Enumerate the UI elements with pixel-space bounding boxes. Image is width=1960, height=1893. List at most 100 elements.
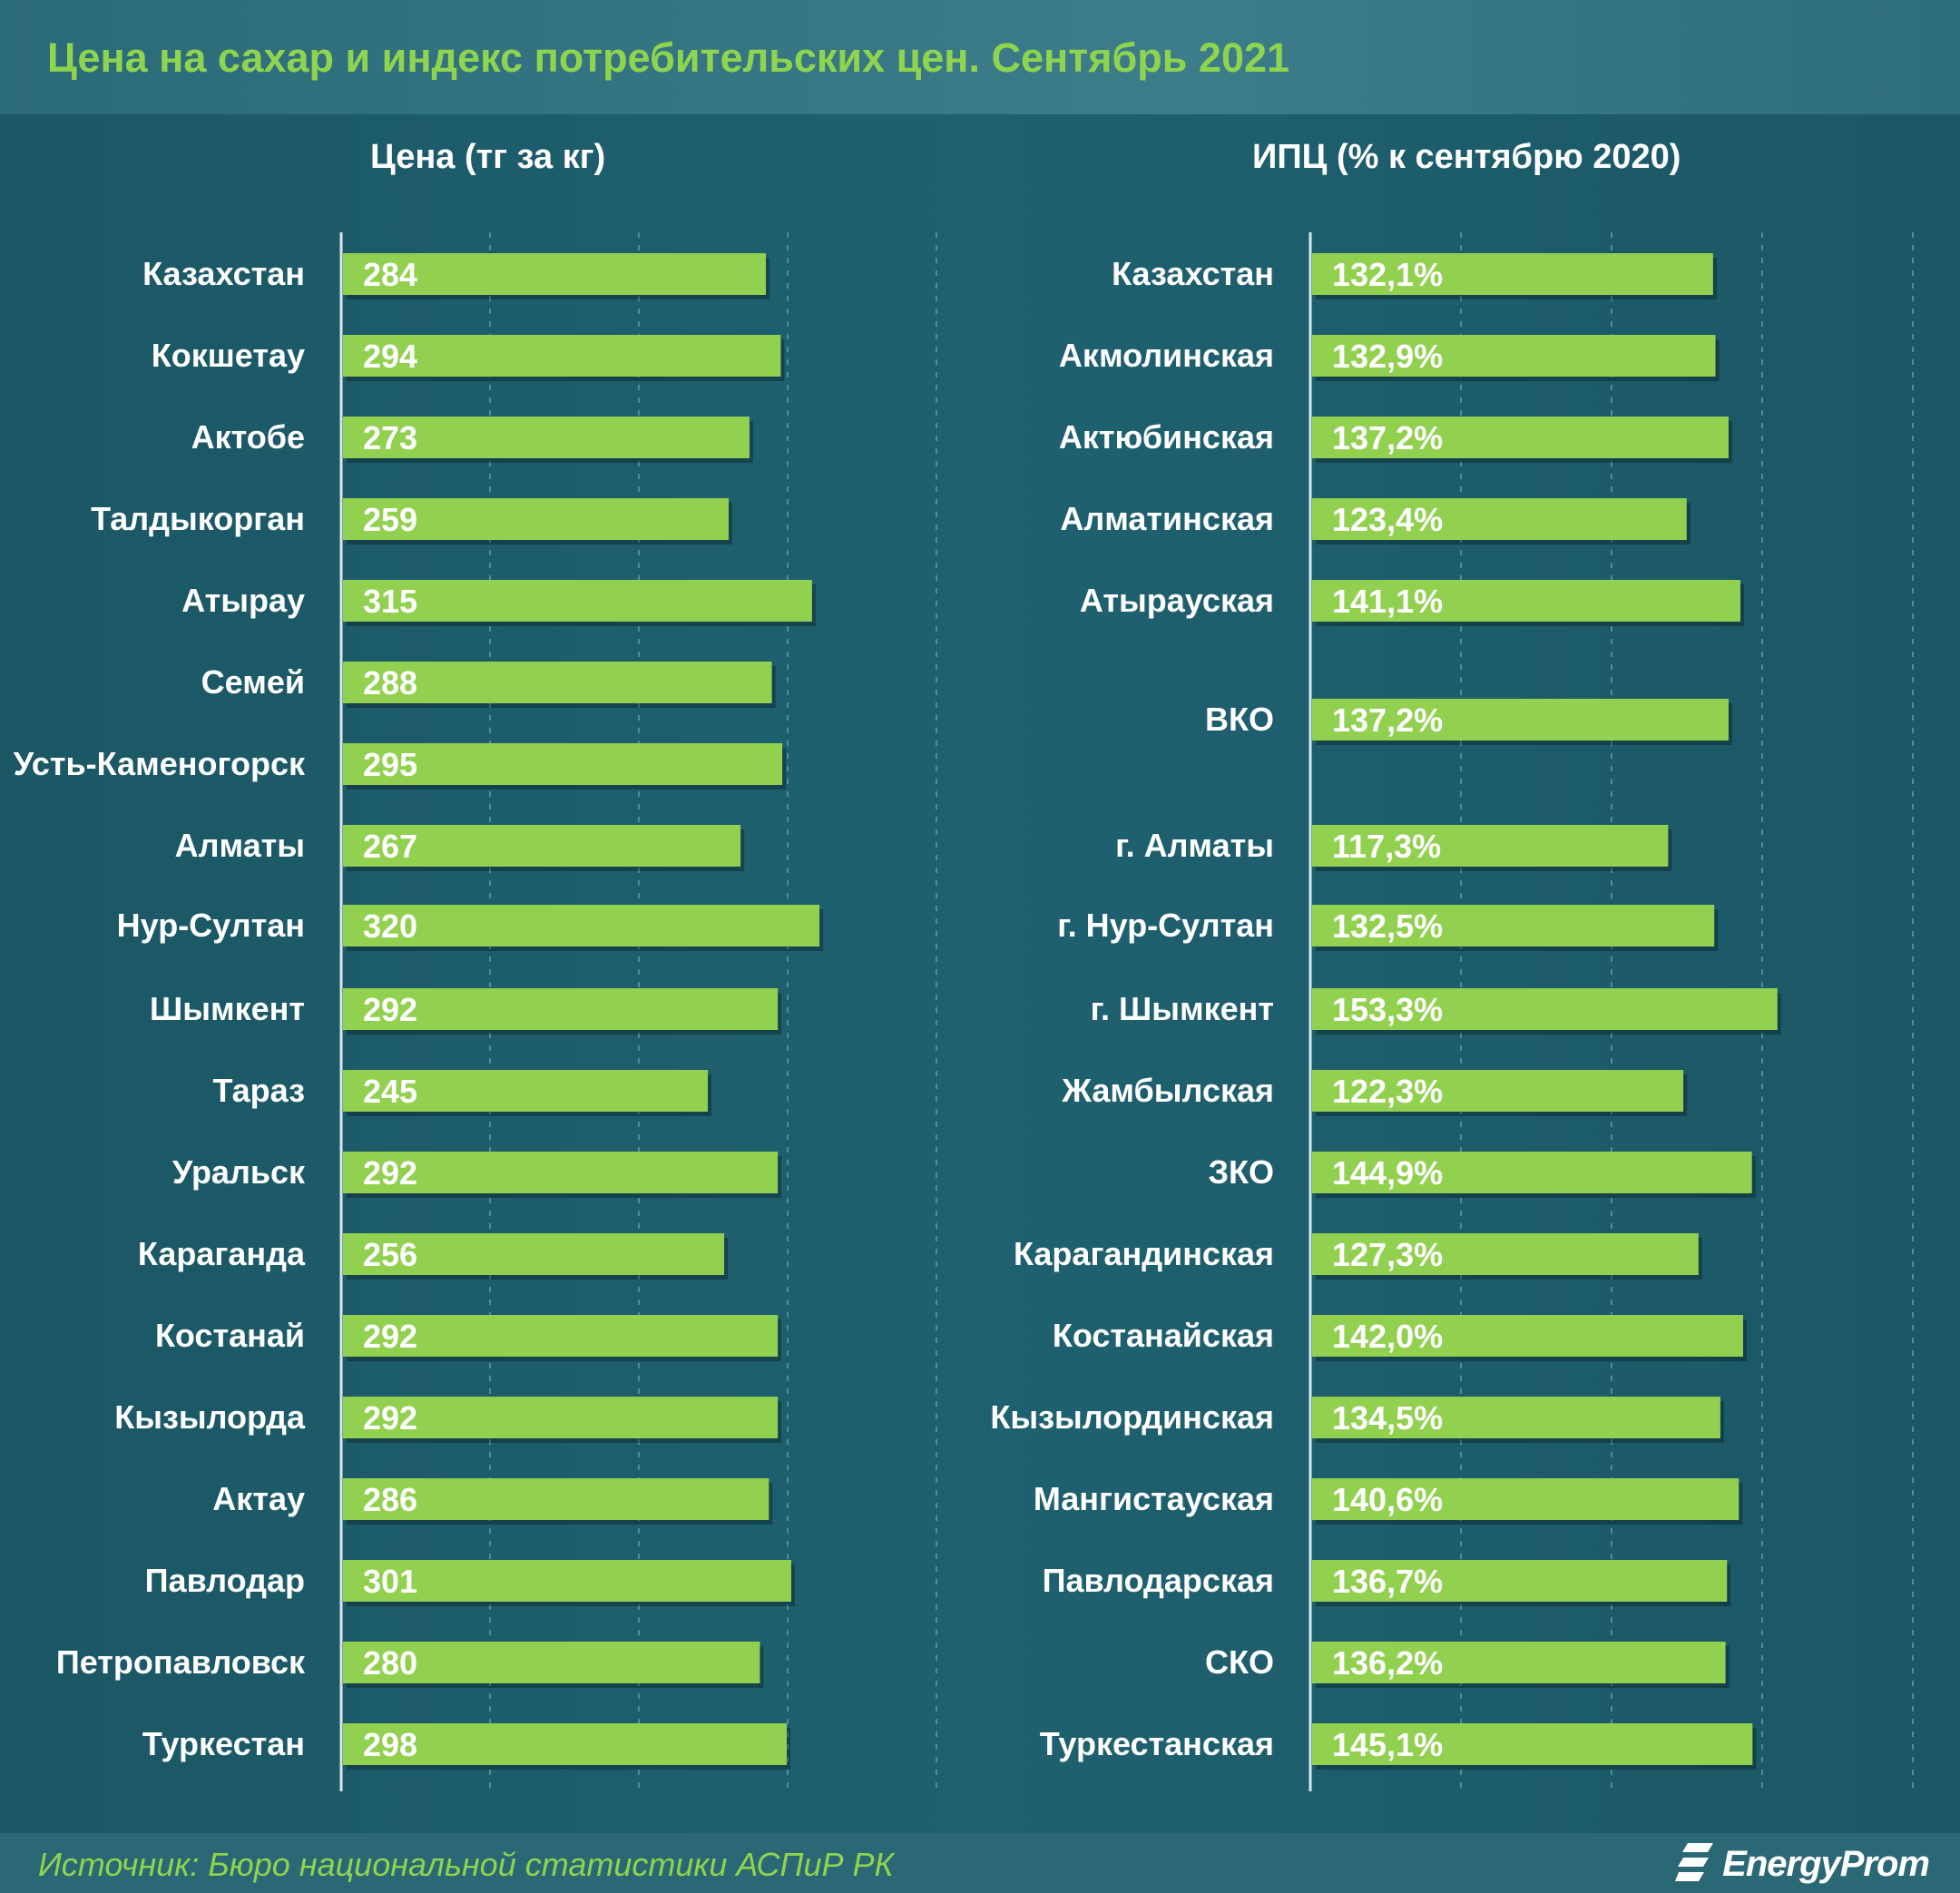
cpi-category-label: Павлодарская	[1043, 1562, 1274, 1599]
price-value-label: 292	[363, 1399, 417, 1437]
price-category-label: Актобе	[191, 418, 305, 456]
charts-canvas: 284 Казахстан 294 Кокшетау 273 Актобе 259 Талды…	[14, 232, 1914, 1791]
cpi-value-label: 123,4%	[1332, 501, 1443, 538]
cpi-category-label: Карагандинская	[1014, 1235, 1274, 1272]
logo-text: EnergyProm	[1722, 1843, 1930, 1884]
price-category-label: Шымкент	[150, 990, 305, 1027]
price-value-label: 245	[363, 1073, 417, 1110]
price-bar	[343, 1233, 725, 1275]
cpi-value-label: 141,1%	[1332, 583, 1443, 620]
cpi-bar	[1312, 1233, 1699, 1275]
cpi-bar	[1312, 825, 1669, 867]
price-value-label: 294	[363, 338, 417, 375]
header-bar: Цена на сахар и индекс потребительских ц…	[0, 0, 1960, 114]
price-bar	[343, 1152, 779, 1193]
cpi-category-label: г. Шымкент	[1091, 990, 1274, 1027]
energyprom-logo-icon	[1675, 1843, 1714, 1881]
cpi-value-label: 140,6%	[1332, 1481, 1443, 1518]
price-category-label: Талдыкорган	[91, 500, 305, 537]
price-value-label: 284	[363, 256, 417, 293]
price-bar	[343, 417, 750, 458]
price-category-label: Караганда	[138, 1235, 306, 1272]
price-chart-title: Цена (тг за кг)	[370, 138, 606, 176]
price-category-label: Тараз	[213, 1072, 305, 1109]
cpi-bar	[1312, 417, 1729, 458]
cpi-value-label: 145,1%	[1332, 1726, 1443, 1763]
price-value-label: 292	[363, 1154, 417, 1192]
cpi-bar	[1312, 253, 1713, 295]
price-bar	[343, 1560, 791, 1602]
cpi-value-label: 136,2%	[1332, 1644, 1443, 1682]
price-bar	[343, 1070, 709, 1112]
cpi-value-label: 136,7%	[1332, 1563, 1443, 1600]
cpi-category-label: Алматинская	[1060, 500, 1274, 537]
cpi-bar	[1312, 1397, 1720, 1438]
cpi-bar	[1312, 988, 1778, 1030]
price-value-label: 286	[363, 1481, 417, 1518]
price-value-label: 320	[363, 907, 417, 945]
cpi-bar	[1312, 699, 1729, 741]
price-category-label: Атырау	[181, 582, 305, 619]
price-category-label: Казахстан	[142, 255, 305, 292]
price-bar	[343, 743, 783, 785]
cpi-value-label: 137,2%	[1332, 419, 1443, 456]
cpi-bar	[1312, 498, 1687, 540]
price-value-label: 295	[363, 746, 417, 783]
price-value-label: 292	[363, 991, 417, 1028]
cpi-category-label: Туркестанская	[1040, 1725, 1274, 1762]
price-value-label: 259	[363, 501, 417, 538]
cpi-bar	[1312, 1560, 1728, 1602]
cpi-bar	[1312, 1070, 1684, 1112]
price-bar	[343, 988, 779, 1030]
price-value-label: 301	[363, 1563, 417, 1600]
cpi-value-label: 127,3%	[1332, 1236, 1443, 1273]
price-bar	[343, 905, 820, 946]
cpi-bar	[1312, 580, 1740, 622]
price-value-label: 267	[363, 828, 417, 865]
price-bar	[343, 1723, 788, 1765]
cpi-category-label: Костанайская	[1053, 1317, 1274, 1354]
price-bar	[343, 1315, 779, 1357]
cpi-chart-title: ИПЦ (% к сентябрю 2020)	[1252, 138, 1681, 176]
cpi-category-label: г. Нур-Султан	[1057, 907, 1274, 944]
price-category-label: Алматы	[175, 827, 305, 864]
cpi-category-label: ВКО	[1205, 701, 1274, 738]
cpi-bar	[1312, 1723, 1753, 1765]
cpi-category-label: г. Алматы	[1115, 827, 1274, 864]
price-value-label: 288	[363, 664, 417, 701]
price-bar	[343, 1397, 779, 1438]
cpi-value-label: 122,3%	[1332, 1073, 1443, 1110]
price-bar	[343, 253, 767, 295]
price-category-label: Петропавловск	[56, 1643, 306, 1681]
cpi-category-label: Казахстан	[1112, 255, 1274, 292]
cpi-bar	[1312, 1152, 1752, 1193]
price-value-label: 256	[363, 1236, 417, 1273]
price-bar	[343, 825, 741, 867]
cpi-category-label: Атырауская	[1080, 582, 1274, 619]
cpi-value-label: 132,9%	[1332, 338, 1443, 375]
price-category-label: Семей	[201, 663, 305, 701]
price-category-label: Уральск	[172, 1153, 306, 1191]
price-value-label: 298	[363, 1726, 417, 1763]
cpi-value-label: 134,5%	[1332, 1399, 1443, 1437]
cpi-value-label: 132,5%	[1332, 907, 1443, 945]
price-value-label: 280	[363, 1644, 417, 1682]
cpi-bar	[1312, 335, 1716, 377]
price-value-label: 292	[363, 1318, 417, 1355]
cpi-category-label: Кызылординская	[990, 1398, 1274, 1436]
cpi-bar	[1312, 1642, 1726, 1683]
price-category-label: Костанай	[155, 1317, 305, 1354]
cpi-category-label: ЗКО	[1208, 1153, 1274, 1191]
cpi-value-label: 137,2%	[1332, 701, 1443, 739]
price-bar	[343, 662, 772, 703]
cpi-category-label: СКО	[1205, 1643, 1274, 1681]
page-title: Цена на сахар и индекс потребительских ц…	[47, 34, 1290, 81]
price-value-label: 315	[363, 583, 417, 620]
cpi-category-label: Жамбылская	[1061, 1072, 1274, 1109]
source-note: Источник: Бюро национальной статистики А…	[38, 1846, 894, 1883]
cpi-category-label: Акмолинская	[1059, 337, 1274, 374]
price-value-label: 273	[363, 419, 417, 456]
price-category-label: Кызылорда	[114, 1398, 306, 1436]
price-bar	[343, 498, 730, 540]
